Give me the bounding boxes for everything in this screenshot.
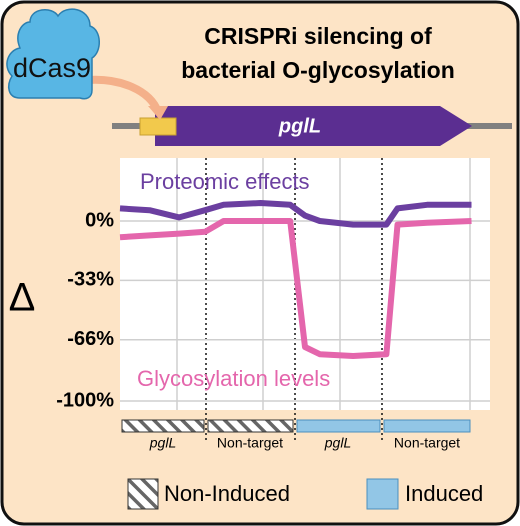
group-box [296, 419, 381, 433]
series-line [119, 200, 472, 228]
series-label: Glycosylation levels [137, 366, 330, 391]
group-label: Non-target [217, 435, 283, 451]
y-axis-label: Δ [9, 276, 36, 320]
dcas9-cloud [6, 8, 100, 100]
legend-label: Induced [405, 481, 483, 506]
gene-label: pglL [278, 115, 321, 137]
binding-arrow-head [148, 106, 168, 120]
title-line: bacterial O-glycosylation [181, 57, 455, 83]
gene-arrow [155, 106, 472, 146]
series-label: Proteomic effects [140, 169, 310, 194]
group-box [207, 419, 294, 433]
title-line: CRISPRi silencing of [204, 23, 432, 49]
series-line [119, 218, 472, 359]
legend-swatch [366, 478, 399, 510]
y-tick-label: -100% [56, 389, 114, 411]
guide-target [139, 117, 177, 136]
y-tick-label: -33% [67, 269, 114, 291]
y-tick-label: 0% [85, 209, 114, 231]
legend-label: Non-Induced [164, 481, 290, 506]
legend-swatch [127, 478, 159, 510]
group-box [121, 419, 205, 433]
protein-label: dCas9 [13, 53, 91, 83]
group-label: pglL [324, 435, 351, 451]
group-label: Non-target [394, 435, 460, 451]
group-box [383, 419, 471, 433]
group-label: pglL [149, 435, 176, 451]
y-tick-label: -66% [67, 328, 114, 350]
binding-arrow [87, 75, 162, 114]
plot-area [120, 158, 490, 410]
